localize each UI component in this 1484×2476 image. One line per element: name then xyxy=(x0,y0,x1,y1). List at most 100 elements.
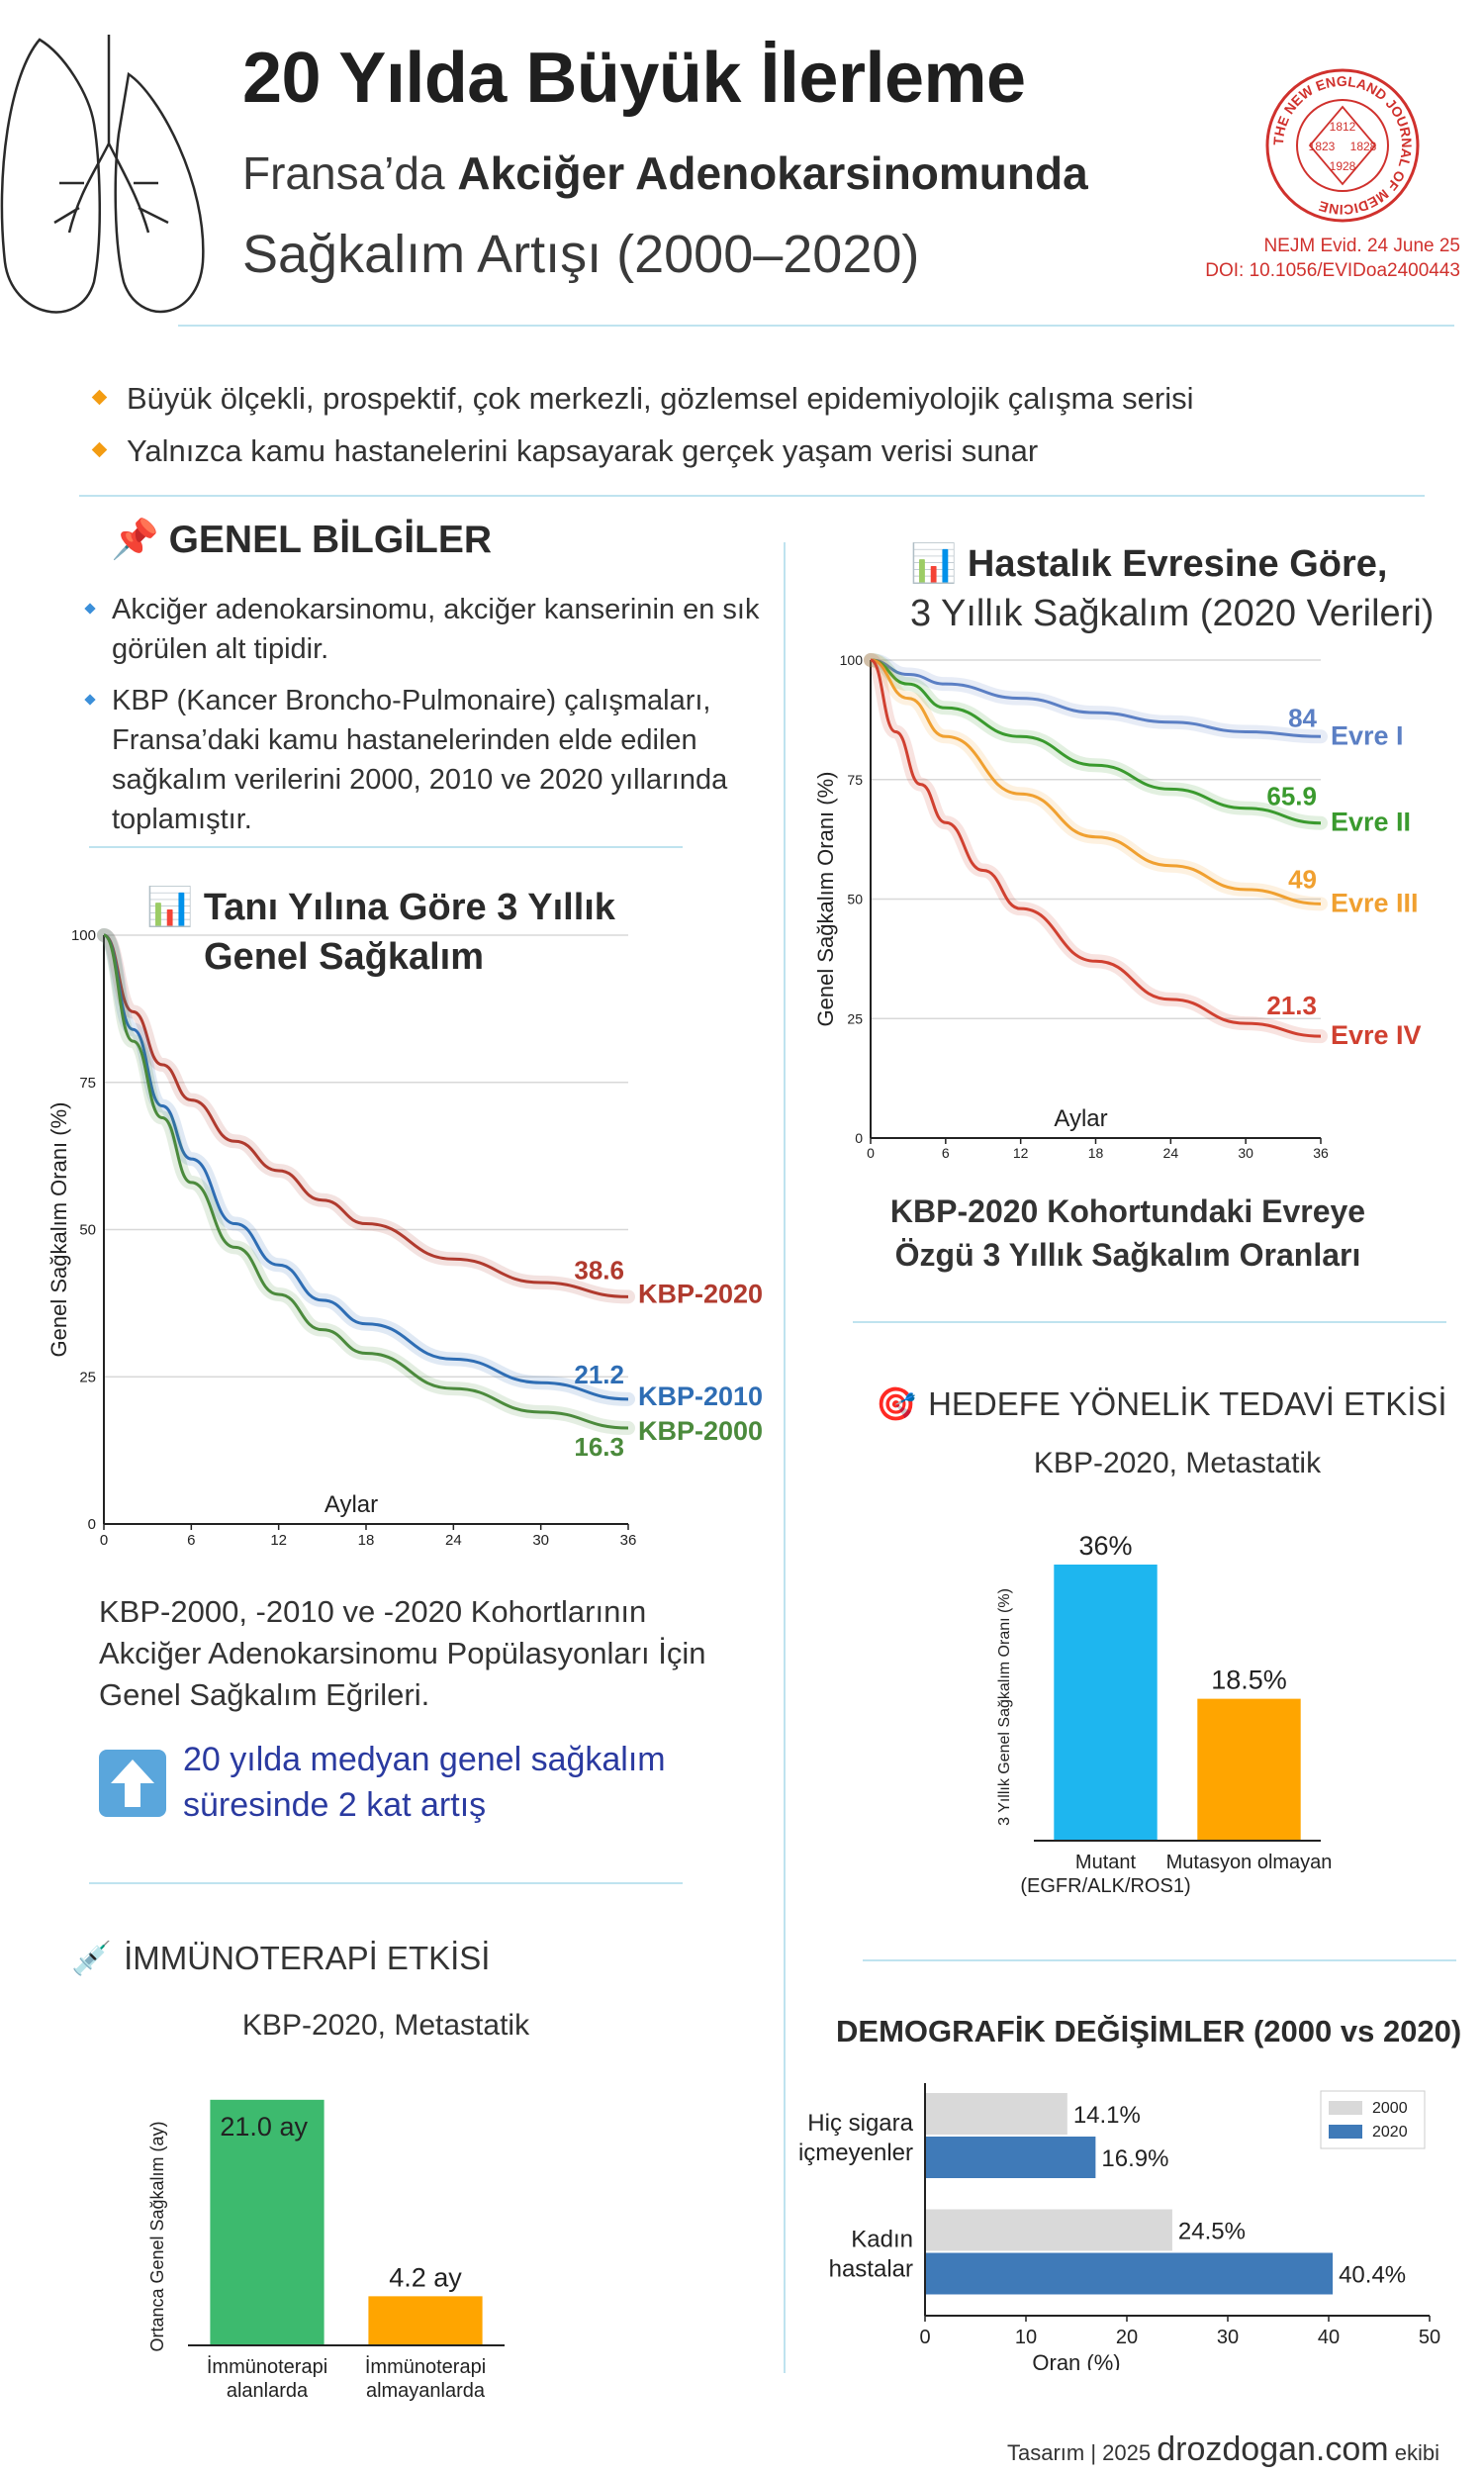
x-tick-label: 36 xyxy=(1313,1145,1329,1161)
series-name-label: KBP-2010 xyxy=(638,1381,763,1411)
x-tick-label: 10 xyxy=(1015,2327,1037,2348)
x-tick-label: 0 xyxy=(100,1532,108,1549)
y-tick-label: 75 xyxy=(79,1075,96,1092)
y-tick-label: 0 xyxy=(88,1516,96,1533)
category-label: Kadın hastalar xyxy=(829,2227,913,2283)
footer: Tasarım | 2025 drozdogan.com ekibi xyxy=(1007,2430,1439,2468)
legend-box xyxy=(1320,2090,1426,2149)
x-tick-label: 36 xyxy=(620,1532,637,1549)
stage-caption: KBP-2020 Kohortundaki Evreye Özgü 3 Yıll… xyxy=(889,1193,1366,1273)
category-label: Mutant (EGFR/ALK/ROS1) xyxy=(1020,1852,1190,1897)
series-name-label: Evre IV xyxy=(1331,1020,1422,1050)
x-tick-label: 12 xyxy=(1013,1145,1029,1161)
bar xyxy=(1197,1698,1301,1841)
data-label: 4.2 ay xyxy=(389,2262,462,2292)
data-label: 18.5% xyxy=(1211,1666,1287,1695)
immuno-subcaption: KBP-2020, Metastatik xyxy=(241,2009,530,2042)
divider xyxy=(89,1882,683,1884)
targeted-therapy-chart: 36% Mutant (EGFR/ALK/ROS1) 18.5% Mutasyon ol… xyxy=(996,1531,1332,1897)
data-label: 40.4% xyxy=(1339,2262,1406,2289)
general-item: KBP (Kancer Broncho-Pulmonaire) çalışmal… xyxy=(84,681,777,839)
immunotherapy-chart: 21.0 ay İmmünoterapi alanlarda 4.2 ay İmmüno… xyxy=(147,2099,505,2402)
data-label: 21.2 xyxy=(574,1360,624,1389)
data-label: 65.9 xyxy=(1266,782,1317,811)
bar xyxy=(925,2093,1067,2135)
svg-text:1828: 1828 xyxy=(1350,140,1377,153)
brand-name: drozdogan.com xyxy=(1157,2430,1389,2468)
data-label: 16.9% xyxy=(1101,2145,1168,2172)
legend-label: 2000 xyxy=(1372,2100,1408,2117)
bar-chart-icon: 📊 xyxy=(146,887,194,928)
category-label: İmmünoterapi alanlarda xyxy=(207,2355,327,2402)
page-title: 20 Yılda Büyük İlerleme xyxy=(242,39,1026,118)
series-line xyxy=(103,933,629,1298)
category-label: İmmünoterapi almayanlarda xyxy=(365,2355,486,2402)
data-label: 84 xyxy=(1288,703,1317,732)
divider xyxy=(178,325,1454,327)
x-tick-label: 6 xyxy=(942,1145,950,1161)
data-label: 21.3 xyxy=(1266,991,1317,1020)
series-line xyxy=(103,933,629,1401)
data-label: 38.6 xyxy=(574,1255,624,1285)
lung-icon xyxy=(0,35,205,314)
x-tick-label: 50 xyxy=(1419,2327,1440,2348)
y-axis-label: Genel Sağkalım Oranı (%) xyxy=(46,1102,71,1358)
legend-label: 2020 xyxy=(1372,2124,1408,2141)
bar xyxy=(925,2137,1096,2178)
divider xyxy=(89,846,683,848)
series-line xyxy=(870,658,1322,825)
data-label: 24.5% xyxy=(1178,2219,1246,2245)
os-highlight: 20 yılda medyan genel sağkalım süresinde… xyxy=(183,1741,666,1824)
bar xyxy=(1054,1565,1158,1841)
y-tick-label: 100 xyxy=(71,927,96,944)
svg-text:1823: 1823 xyxy=(1309,140,1336,153)
intro-bullet-2: Yalnızca kamu hastanelerini kapsayarak g… xyxy=(91,433,1038,469)
page-subtitle-line2: Sağkalım Artışı (2000–2020) xyxy=(242,225,920,284)
y-tick-label: 75 xyxy=(847,772,863,788)
x-tick-label: 20 xyxy=(1116,2327,1138,2348)
y-tick-label: 50 xyxy=(847,892,863,907)
confidence-band xyxy=(864,653,1328,911)
series-name-label: Evre I xyxy=(1331,720,1404,750)
y-tick-label: 100 xyxy=(840,652,864,668)
data-label: 36% xyxy=(1078,1531,1132,1561)
svg-text:1928: 1928 xyxy=(1330,159,1356,173)
reference-doi: DOI: 10.1056/EVIDoa2400443 xyxy=(1205,260,1460,281)
x-axis-label: Aylar xyxy=(1054,1105,1107,1132)
x-tick-label: 24 xyxy=(445,1532,462,1549)
series-name-label: KBP-2000 xyxy=(638,1416,763,1446)
data-label: 14.1% xyxy=(1073,2102,1141,2129)
syringe-icon: 💉 xyxy=(71,1940,113,1976)
series-line xyxy=(870,658,1322,738)
svg-text:THE NEW ENGLAND JOURNAL OF MED: THE NEW ENGLAND JOURNAL OF MEDICINE xyxy=(1270,73,1415,218)
os-heading: 📊 Tanı Yılına Göre 3 Yıllık Genel Sağkal… xyxy=(146,887,615,978)
series-line xyxy=(103,933,629,1430)
bar xyxy=(368,2296,483,2345)
os-caption: KBP-2000, -2010 ve -2020 Kohortlarının A… xyxy=(99,1594,706,1712)
bar xyxy=(925,2252,1334,2295)
x-tick-label: 18 xyxy=(1088,1145,1104,1161)
y-tick-label: 25 xyxy=(79,1369,96,1385)
data-label: 21.0 ay xyxy=(220,2112,308,2142)
x-axis-label: Oran (%) xyxy=(1032,2350,1120,2370)
divider xyxy=(79,495,1425,497)
data-label: 49 xyxy=(1288,864,1317,894)
series-line xyxy=(870,658,1322,1038)
legend-swatch xyxy=(1329,2101,1362,2115)
series-name-label: Evre III xyxy=(1331,888,1419,917)
x-tick-label: 30 xyxy=(1217,2327,1239,2348)
category-label: Hiç sigara içmeyenler xyxy=(798,2110,914,2166)
y-axis-label: Ortanca Genel Sağkalım (ay) xyxy=(147,2121,167,2351)
demographics-chart: 14.1% 16.9% Hiç sigara içmeyenler 24.5% 40.4%… xyxy=(798,2083,1440,2370)
x-axis-label: Aylar xyxy=(325,1491,378,1518)
legend-swatch xyxy=(1329,2125,1362,2139)
target-icon: 🎯 xyxy=(876,1385,917,1422)
reference: NEJM Evid. 24 June 25 DOI: 10.1056/EVIDo… xyxy=(1205,234,1460,283)
general-heading: 📌 GENEL BİLGİLER xyxy=(111,519,493,561)
x-tick-label: 0 xyxy=(919,2327,930,2348)
series-name-label: Evre II xyxy=(1331,808,1411,837)
page-subtitle: Fransa’da Akciğer Adenokarsinomunda xyxy=(242,147,1088,199)
y-tick-label: 50 xyxy=(79,1222,96,1239)
targeted-subcaption: KBP-2020, Metastatik xyxy=(1033,1447,1322,1479)
x-tick-label: 0 xyxy=(867,1145,875,1161)
